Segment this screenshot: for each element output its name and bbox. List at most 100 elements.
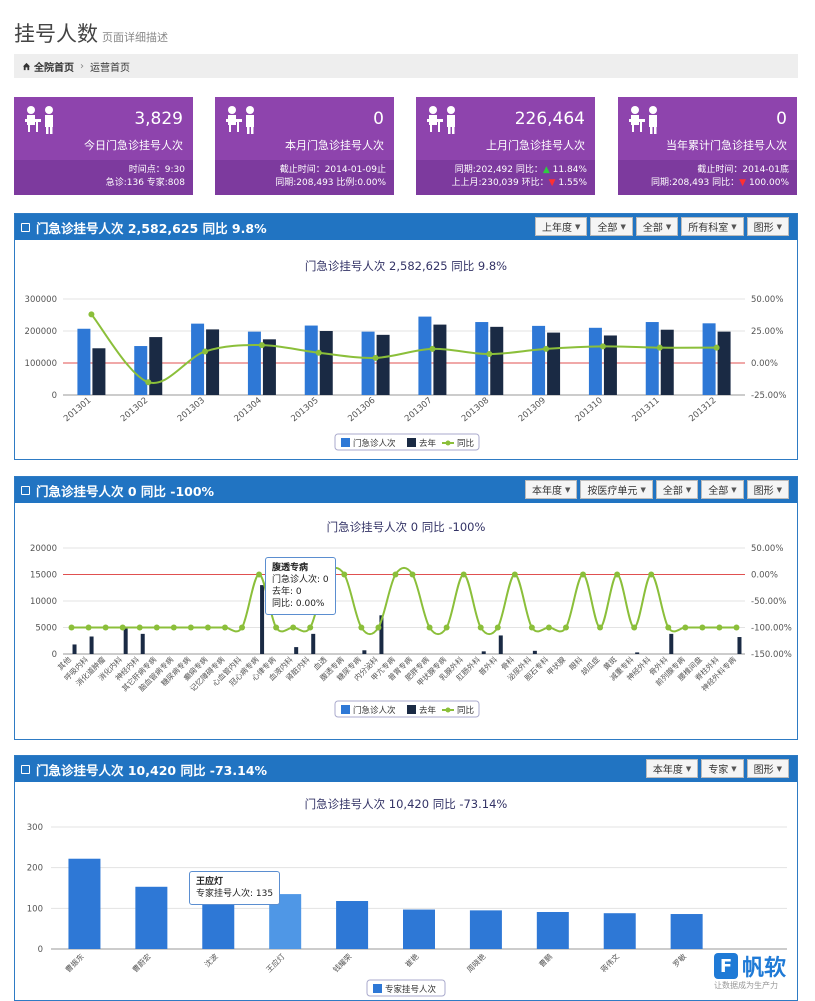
bar-last-year — [92, 348, 106, 395]
x-tick-label: 王应灯 — [264, 951, 287, 974]
chart-tooltip: 王应灯 专家挂号人次: 135 — [189, 871, 281, 905]
legend-label: 去年 — [419, 438, 437, 449]
logo-mark-icon: F — [714, 953, 738, 979]
filter-dropdown-button[interactable]: 图形 ▼ — [746, 217, 789, 236]
yoy-point — [409, 571, 416, 578]
yoy-point — [614, 571, 621, 578]
page-title: 挂号人数 页面详细描述 — [14, 18, 168, 48]
tooltip-line: 同比: 0.00% — [272, 599, 325, 609]
chevron-right-icon: › — [80, 60, 84, 72]
y-tick-label: 5000 — [35, 624, 57, 634]
bar-last-year — [206, 329, 220, 395]
bar-last-year — [669, 633, 674, 654]
bar-current — [361, 331, 375, 395]
breadcrumb-current: 运营首页 — [90, 62, 130, 74]
bar-current — [702, 323, 716, 395]
bar-last-year — [362, 650, 367, 654]
bar-current — [304, 325, 318, 395]
yoy-point — [372, 354, 379, 361]
kpi-detail: 1.55% — [558, 178, 587, 188]
bar-last-year — [123, 628, 128, 654]
arrow-up-icon: ▲ — [542, 165, 550, 175]
chevron-down-icon: ▼ — [731, 222, 737, 231]
yoy-point — [426, 624, 433, 631]
chevron-down-icon: ▼ — [575, 222, 581, 231]
yoy-point — [102, 624, 109, 631]
filter-dropdown-button[interactable]: 图形 ▼ — [746, 480, 789, 499]
legend-marker — [445, 440, 451, 446]
yoy-point — [648, 571, 655, 578]
fanruan-logo: F 帆软 让数据成为生产力 — [714, 950, 786, 990]
bar-expert — [670, 914, 703, 949]
y-tick-label: 15000 — [30, 571, 57, 581]
yoy-point — [88, 311, 95, 318]
filter-dropdown-button[interactable]: 本年度 ▼ — [645, 759, 699, 778]
filter-dropdown-button[interactable]: 图形 ▼ — [746, 759, 789, 778]
yoy-point — [682, 624, 689, 631]
x-tick-label: 201303 — [176, 396, 207, 425]
bar-last-year — [319, 331, 333, 395]
bar-last-year — [635, 652, 640, 654]
kpi-value: 226,464 — [514, 109, 585, 129]
y-tick-label: 0 — [52, 391, 57, 401]
bar-last-year — [547, 332, 561, 395]
y-tick-label: 200000 — [25, 327, 57, 337]
legend-label: 门急诊人次 — [353, 705, 396, 716]
yoy-point — [85, 624, 92, 631]
yoy-point — [256, 571, 263, 578]
legend-marker — [445, 707, 451, 713]
bar-current — [645, 322, 659, 395]
yoy-point — [713, 344, 720, 351]
legend-swatch — [341, 438, 350, 447]
page-title-text: 挂号人数 — [14, 22, 98, 46]
yoy-point — [153, 624, 160, 631]
yoy-point — [315, 349, 322, 356]
yoy-point — [119, 624, 126, 631]
breadcrumb-home[interactable]: 全院首页 — [34, 62, 74, 74]
bar-expert — [536, 911, 569, 949]
filter-dropdown-label: 图形 — [753, 765, 774, 776]
filter-dropdown-button[interactable]: 全部 ▼ — [701, 480, 744, 499]
y-tick-label: 0 — [52, 650, 57, 660]
chevron-down-icon: ▼ — [640, 485, 646, 494]
filter-dropdown-button[interactable]: 全部 ▼ — [635, 217, 679, 236]
kpi-detail: 100.00% — [748, 178, 789, 188]
x-tick-label: 201301 — [62, 396, 93, 425]
filter-dropdown-button[interactable]: 本年度 ▼ — [525, 480, 578, 499]
yoy-point — [145, 379, 152, 386]
yoy-point — [341, 571, 348, 578]
breadcrumb: 全院首页 › 运营首页 — [14, 54, 798, 78]
kpi-label: 当年累计门急诊挂号人次 — [666, 139, 787, 152]
kpi-detail: 同期:208,493 同比： — [651, 178, 740, 188]
chevron-down-icon: ▼ — [685, 764, 692, 773]
x-tick-label: 201307 — [403, 396, 434, 425]
filter-dropdown-button[interactable]: 上年度 ▼ — [535, 217, 588, 236]
filter-dropdown-button[interactable]: 全部 ▼ — [655, 480, 699, 499]
filter-dropdown-button[interactable]: 全部 ▼ — [590, 217, 633, 236]
yoy-point — [375, 624, 382, 631]
yoy-point — [656, 344, 663, 351]
y-tick-label: 200 — [27, 864, 43, 874]
filter-dropdown-button[interactable]: 按医疗单元 ▼ — [580, 480, 653, 499]
home-icon — [22, 62, 31, 70]
chart-2: 0 5000 10000 15000 20000 -150.00% -100.00% -50.… — [30, 544, 792, 718]
filter-dropdown-label: 全部 — [642, 223, 663, 234]
yoy-point — [528, 624, 535, 631]
x-tick-label: 沈波 — [202, 951, 220, 969]
legend-label: 同比 — [457, 705, 474, 716]
filter-dropdown-button[interactable]: 所有科室 ▼ — [681, 217, 744, 236]
logo-slogan: 让数据成为生产力 — [714, 981, 778, 990]
visits-chart-panel: 门急诊挂号人次 2,582,625 同比 9.8% 上年度 ▼ 全部 ▼ 全部 ▼ 所有科室… — [14, 213, 798, 460]
chart-title: 门急诊挂号人次 0 同比 -100% — [326, 520, 486, 534]
yoy-point — [239, 624, 246, 631]
filter-dropdown-label: 按医疗单元 — [587, 486, 638, 497]
filter-dropdown-label: 图形 — [753, 486, 774, 497]
bar-last-year — [379, 615, 384, 654]
yoy-point — [699, 624, 706, 631]
chart-title: 门急诊挂号人次 2,582,625 同比 9.8% — [304, 259, 508, 273]
tooltip-line: 去年: 0 — [272, 587, 302, 597]
y2-tick-label: -25.00% — [751, 391, 786, 401]
filter-dropdown-button[interactable]: 专家 ▼ — [701, 759, 744, 778]
panel-heading: 门急诊挂号人次 0 同比 -100% — [36, 483, 215, 499]
